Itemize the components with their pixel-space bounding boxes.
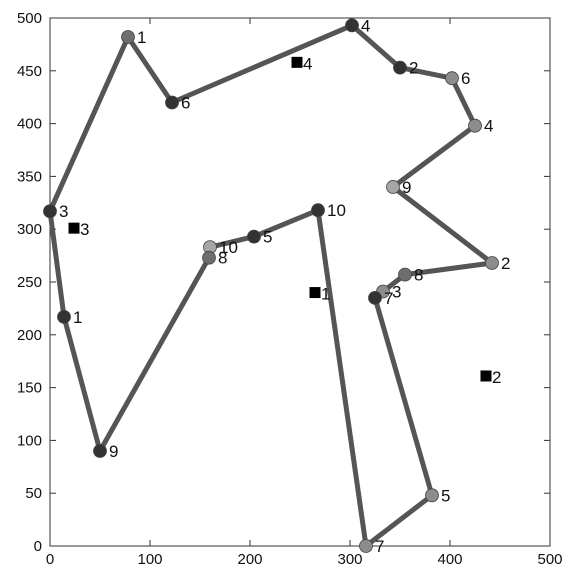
y-tick-label: 0 xyxy=(34,538,42,555)
depot-marker xyxy=(291,56,303,68)
route-point xyxy=(345,18,359,33)
route-point-label: 9 xyxy=(109,442,118,461)
route-point-label: 5 xyxy=(441,486,450,505)
route-point xyxy=(468,118,482,133)
route-point xyxy=(359,539,373,553)
route-point-label: 7 xyxy=(375,537,384,556)
y-tick-label: 250 xyxy=(17,274,42,291)
route-point-label: 2 xyxy=(501,254,510,273)
route-point-label: 2 xyxy=(409,59,418,78)
x-tick-label: 100 xyxy=(137,551,162,568)
route-point xyxy=(445,71,459,86)
x-tick-label: 300 xyxy=(337,551,362,568)
route-point-label: 6 xyxy=(181,93,190,112)
depot-label: 3 xyxy=(80,220,89,239)
x-tick-label: 200 xyxy=(237,551,262,568)
route-point xyxy=(398,267,412,282)
plot-area xyxy=(49,17,551,547)
route-point-label: 8 xyxy=(218,249,227,268)
depot-label: 2 xyxy=(492,368,501,387)
route-point xyxy=(202,250,216,265)
depot-label: 4 xyxy=(303,54,312,73)
route-point xyxy=(93,444,107,458)
route-point-label: 10 xyxy=(219,238,238,257)
route-point xyxy=(425,488,439,503)
y-tick-label: 300 xyxy=(17,221,42,238)
route-point xyxy=(386,180,400,194)
depot-marker xyxy=(68,222,80,234)
route-point-label: 1 xyxy=(137,28,146,47)
route-point xyxy=(165,95,179,110)
route-point-label: 3 xyxy=(392,283,401,302)
route-point-label: 3 xyxy=(59,202,68,221)
y-tick-label: 150 xyxy=(17,380,42,397)
y-tick-label: 350 xyxy=(17,168,42,185)
route-point-label: 4 xyxy=(361,16,370,35)
route-point xyxy=(311,203,325,218)
y-tick-label: 500 xyxy=(17,10,42,27)
route-point xyxy=(485,256,499,270)
route-point xyxy=(43,204,57,219)
y-tick-label: 50 xyxy=(25,485,42,502)
route-point xyxy=(121,30,135,44)
depot-layer xyxy=(68,56,492,382)
y-tick-label: 450 xyxy=(17,63,42,80)
depot-marker xyxy=(480,370,492,382)
route-point-label: 9 xyxy=(402,178,411,197)
route-point xyxy=(57,309,71,324)
depot-label: 1 xyxy=(321,285,330,304)
route-point xyxy=(368,290,382,305)
route-point xyxy=(247,229,261,244)
route-point-label: 7 xyxy=(384,289,393,308)
route-point-label: 6 xyxy=(461,69,470,88)
axes: 0 100 200 300 400 500 0 50 100 150 200 250 300 350 400… xyxy=(17,10,563,568)
x-tick-label: 400 xyxy=(437,551,462,568)
route-point xyxy=(393,60,407,75)
route-point-label: 5 xyxy=(263,228,272,247)
route-point-label: 10 xyxy=(327,201,346,220)
route-point-label: 8 xyxy=(414,266,423,285)
depot-marker xyxy=(309,287,321,299)
y-tick-label: 100 xyxy=(17,432,42,449)
route-point-label: 4 xyxy=(484,117,493,136)
route-point-label: 1 xyxy=(73,308,82,327)
y-tick-label: 400 xyxy=(17,116,42,133)
route-layer xyxy=(43,18,499,553)
y-tick-label: 200 xyxy=(17,327,42,344)
x-tick-label: 500 xyxy=(537,551,562,568)
x-tick-label: 0 xyxy=(46,551,54,568)
